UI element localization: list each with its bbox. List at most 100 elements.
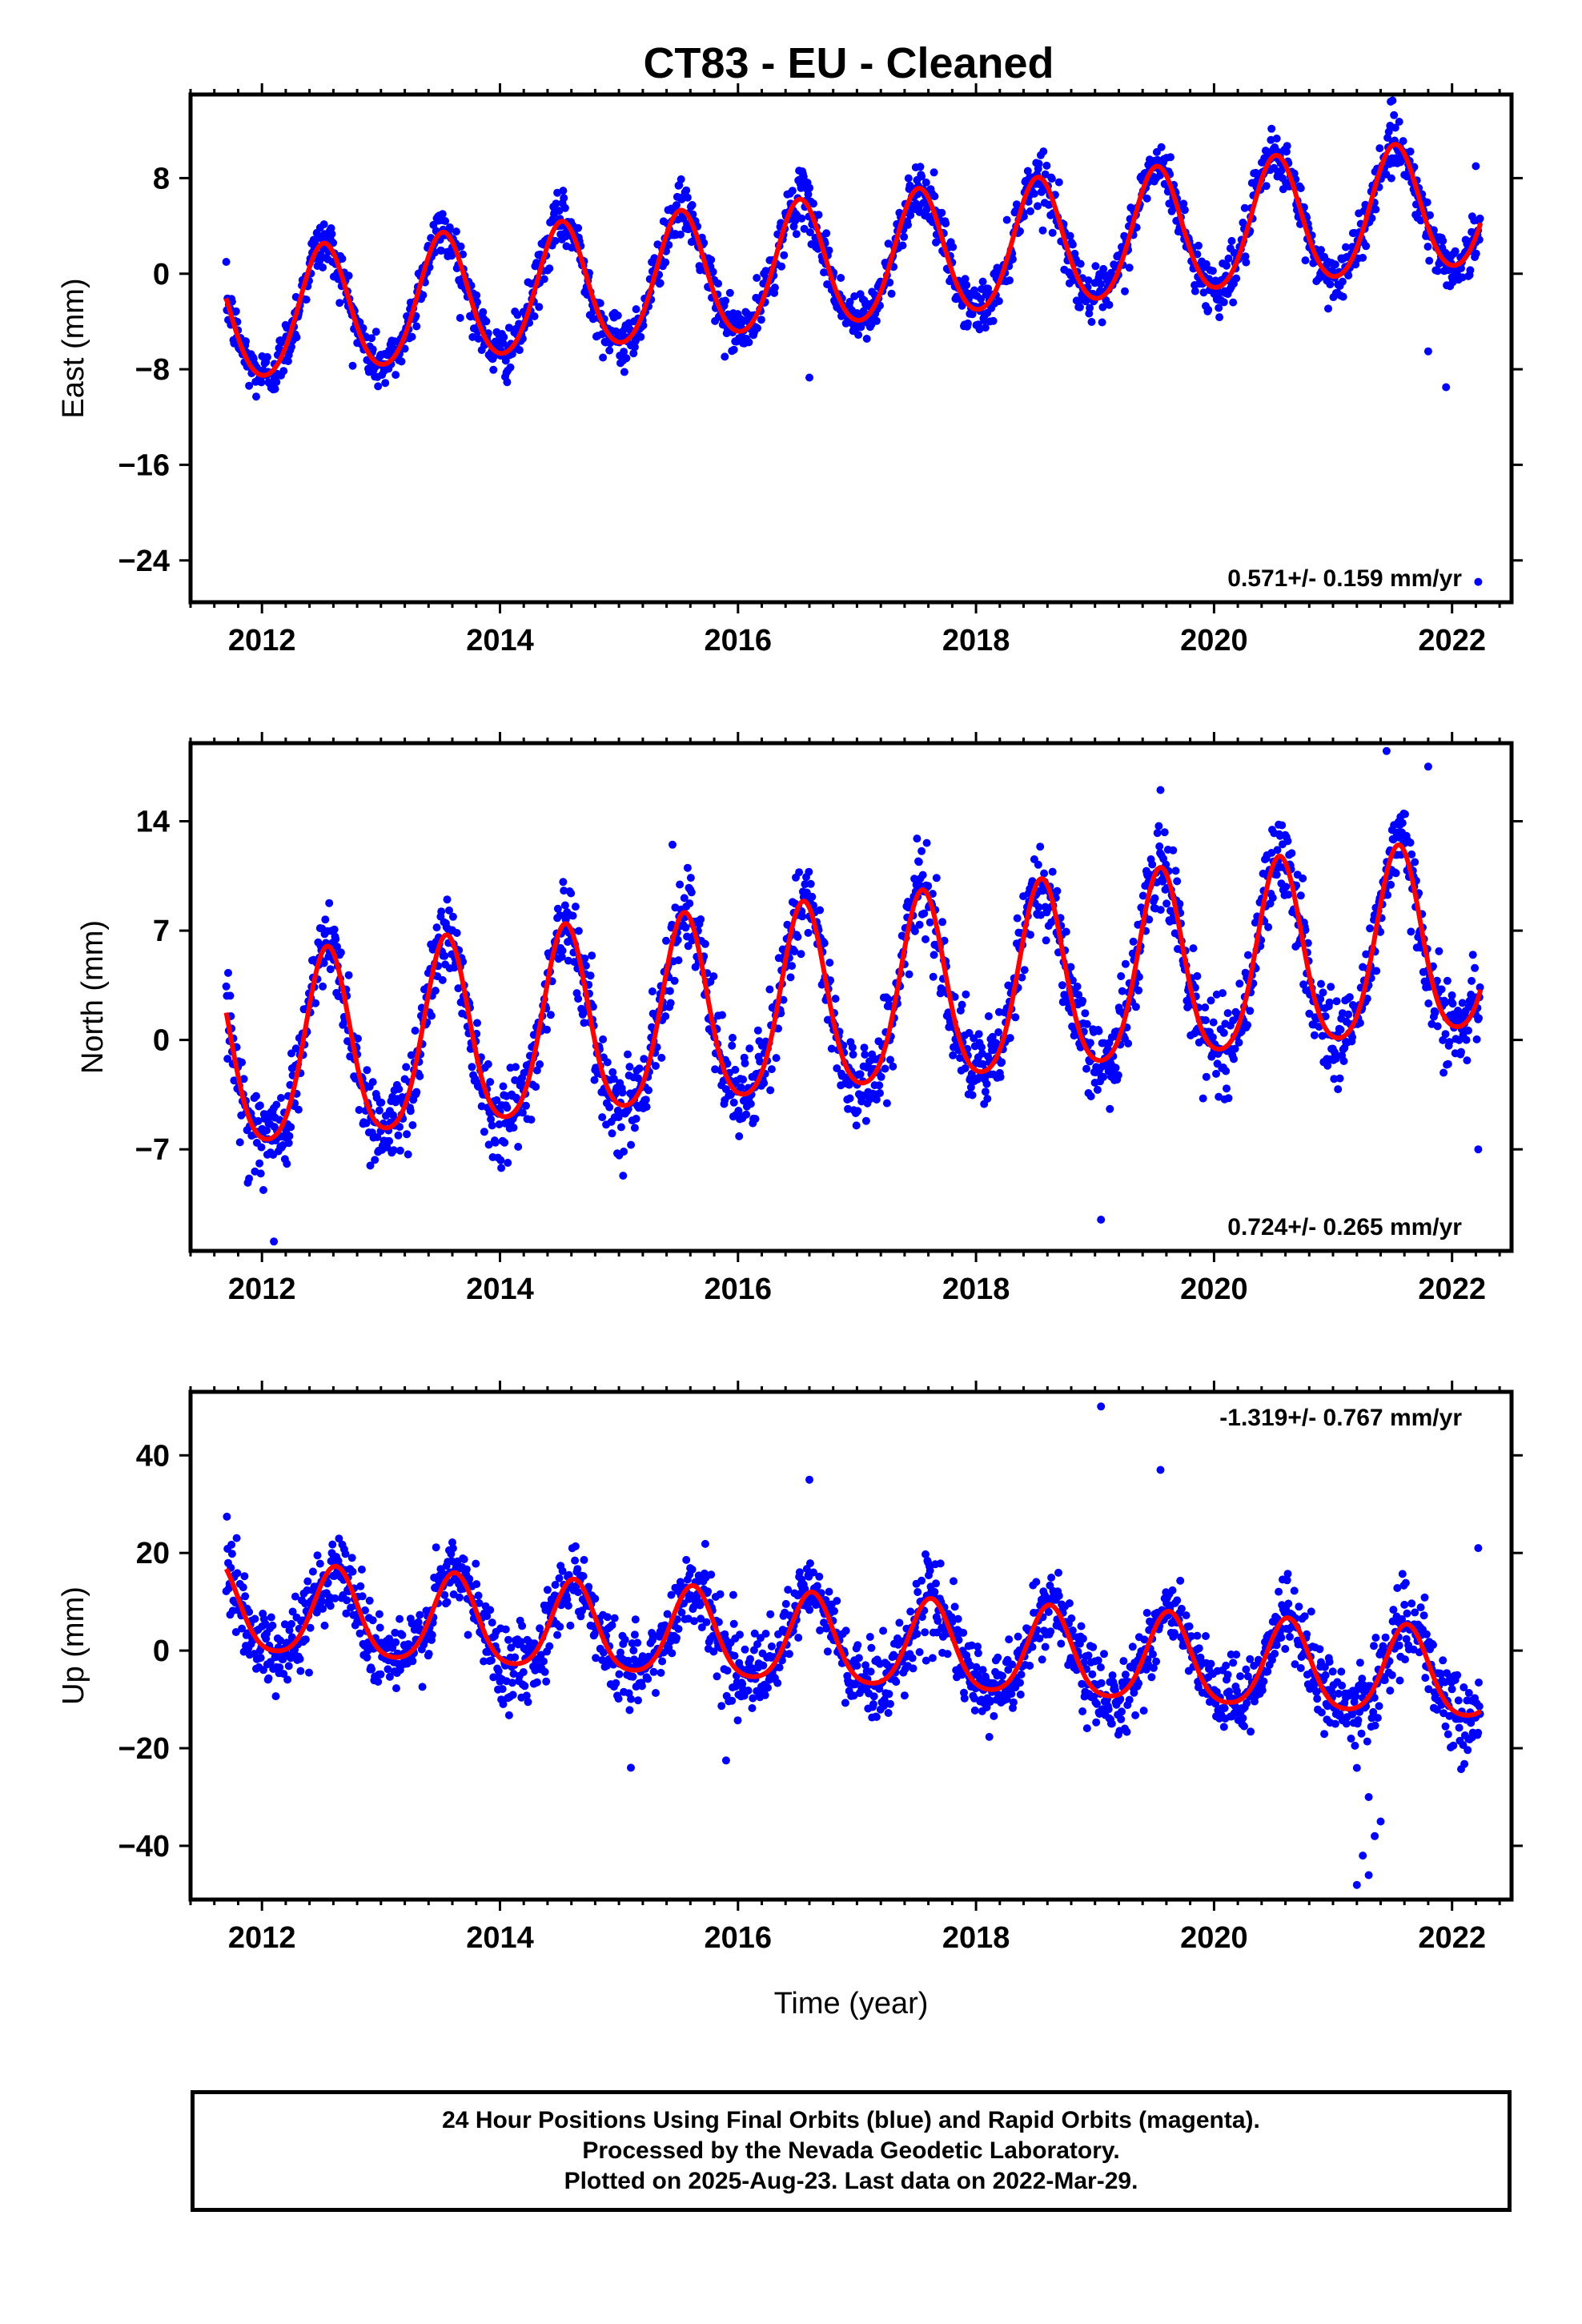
data-point: [662, 936, 670, 945]
data-point: [239, 1075, 248, 1084]
data-point: [440, 1590, 449, 1599]
data-point: [921, 178, 930, 187]
data-point: [1383, 891, 1392, 899]
data-point: [1034, 903, 1043, 911]
data-point: [1094, 1027, 1103, 1035]
x-tick-label: 2012: [228, 624, 296, 657]
data-point: [1471, 963, 1480, 972]
data-point: [240, 1572, 249, 1581]
y-axis-label-north: North (mm): [76, 920, 110, 1074]
data-point: [524, 1698, 532, 1707]
data-point: [723, 1059, 732, 1068]
data-point: [910, 927, 919, 935]
data-point: [580, 1555, 588, 1564]
data-point: [688, 1565, 697, 1574]
data-point: [275, 1663, 284, 1672]
data-point: [741, 1645, 749, 1654]
data-point: [767, 1642, 776, 1651]
data-point: [737, 1083, 745, 1092]
data-point: [271, 1692, 280, 1701]
data-point: [745, 1044, 754, 1053]
data-point: [252, 392, 260, 401]
data-points-up: [222, 1402, 1484, 1889]
data-point: [1093, 1085, 1102, 1094]
data-point: [1166, 153, 1174, 162]
data-point: [491, 1138, 500, 1147]
data-point: [559, 187, 568, 195]
data-point: [504, 1635, 512, 1644]
data-point: [556, 1622, 564, 1631]
data-point: [1230, 1055, 1238, 1063]
data-point: [620, 1635, 629, 1644]
data-point: [452, 227, 460, 236]
data-point: [628, 1672, 637, 1681]
data-point: [540, 1667, 549, 1676]
data-point: [1451, 247, 1460, 255]
data-point: [1278, 821, 1287, 830]
data-point: [1099, 1072, 1108, 1081]
y-tick-label: −24: [118, 545, 170, 578]
x-tick-label: 2014: [466, 1273, 534, 1306]
data-point: [1282, 883, 1291, 891]
data-point: [906, 211, 915, 219]
data-point: [482, 317, 491, 326]
data-point: [1016, 227, 1024, 235]
data-point: [472, 1559, 480, 1568]
data-point: [963, 319, 972, 328]
data-point: [804, 928, 813, 937]
data-point: [494, 1667, 503, 1675]
data-point: [764, 1683, 772, 1692]
data-point: [978, 1059, 987, 1068]
data-point: [1175, 899, 1184, 908]
data-point: [1390, 111, 1399, 119]
data-point: [860, 1043, 869, 1052]
data-point: [1296, 891, 1305, 900]
data-point: [1153, 829, 1162, 838]
data-point: [1475, 1014, 1483, 1023]
data-point: [759, 1661, 768, 1670]
data-point: [713, 1672, 721, 1681]
data-point: [256, 1654, 265, 1663]
data-point: [403, 1130, 412, 1139]
data-point: [877, 1072, 885, 1081]
data-point: [371, 1156, 379, 1164]
data-point: [488, 1618, 496, 1627]
data-point: [398, 1630, 407, 1639]
data-point: [1066, 231, 1074, 240]
data-point: [1383, 134, 1392, 142]
data-point: [1215, 313, 1224, 322]
data-point: [1084, 276, 1093, 285]
data-point: [1423, 198, 1431, 207]
data-point: [961, 275, 970, 283]
data-point: [522, 1101, 530, 1110]
data-point: [252, 1092, 260, 1100]
data-point: [745, 338, 753, 347]
data-point: [280, 1620, 289, 1629]
data-point: [272, 1100, 281, 1109]
data-point: [609, 1075, 618, 1084]
data-point: [1199, 1094, 1207, 1103]
data-point: [292, 333, 301, 342]
data-point: [574, 995, 583, 1003]
data-point: [571, 1556, 580, 1565]
data-point: [831, 995, 840, 1003]
data-point: [443, 895, 452, 904]
data-point: [753, 324, 761, 332]
data-point: [508, 1679, 516, 1687]
data-point: [1068, 240, 1077, 249]
data-point: [1158, 877, 1167, 886]
data-point: [416, 1072, 424, 1080]
data-point: [1327, 983, 1335, 991]
data-point-outlier: [1474, 1145, 1483, 1154]
data-point: [391, 1638, 400, 1647]
data-point: [440, 951, 449, 960]
data-point: [904, 174, 913, 183]
data-point: [1219, 989, 1227, 998]
data-point: [311, 999, 320, 1007]
data-point: [1204, 305, 1213, 314]
data-point: [441, 217, 450, 225]
data-point: [1472, 1035, 1481, 1043]
data-point: [532, 1066, 541, 1075]
data-point: [683, 863, 692, 872]
data-point: [1202, 1072, 1211, 1081]
